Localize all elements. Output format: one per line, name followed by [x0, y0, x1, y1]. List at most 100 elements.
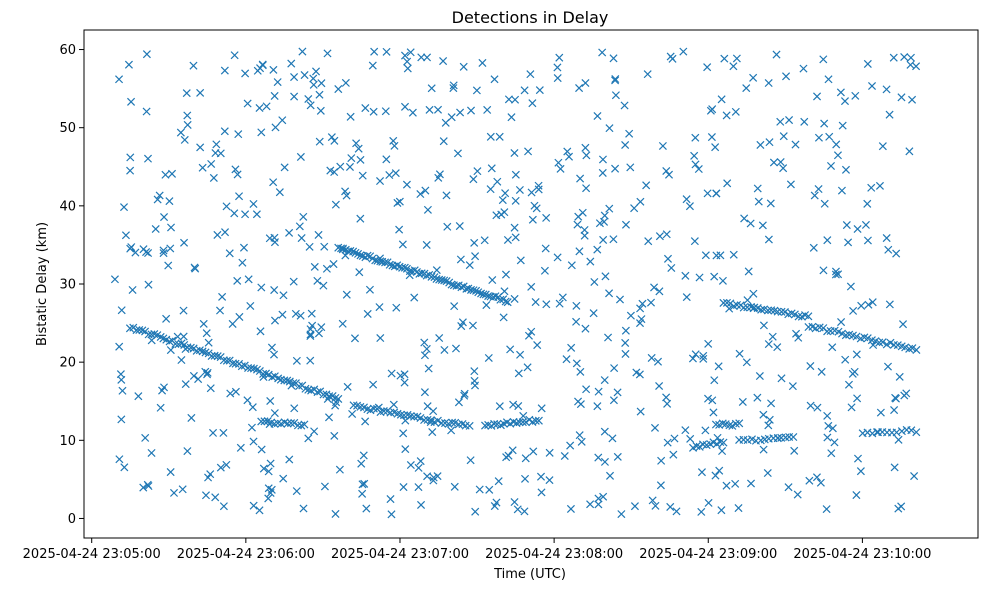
noise-point [134, 392, 143, 401]
noise-point [414, 463, 423, 472]
noise-point [655, 287, 664, 296]
noise-point [403, 64, 412, 73]
noise-point [316, 106, 325, 115]
noise-point [236, 443, 245, 452]
noise-point [609, 54, 618, 63]
noise-point [350, 334, 359, 343]
noise-point [744, 267, 753, 276]
noise-point [118, 386, 127, 395]
noise-point [524, 147, 533, 156]
track-point [213, 352, 222, 361]
y-tick-label: 20 [59, 356, 76, 371]
track-point [437, 419, 446, 428]
noise-point [376, 176, 385, 186]
noise-point [765, 138, 774, 147]
noise-point [608, 434, 617, 443]
noise-point [516, 350, 525, 359]
noise-point [425, 105, 434, 114]
noise-point [759, 321, 768, 330]
noise-point [486, 185, 495, 194]
noise-point [265, 420, 274, 429]
noise-point [456, 108, 465, 117]
noise-point [421, 186, 430, 195]
noise-point [853, 394, 862, 403]
track-point [260, 417, 269, 426]
noise-point [556, 164, 565, 173]
noise-point [514, 402, 523, 411]
noise-point [473, 167, 482, 176]
track-point [852, 332, 861, 341]
track-point [481, 421, 490, 430]
noise-point [142, 248, 151, 257]
track-point [897, 427, 906, 436]
noise-point [810, 191, 819, 200]
noise-point [403, 57, 412, 66]
noise-point [891, 394, 901, 403]
noise-point [708, 396, 717, 405]
noise-point [471, 252, 480, 261]
noise-point [817, 367, 826, 376]
noise-point [443, 222, 452, 231]
noise-point [465, 261, 474, 270]
noise-point [605, 204, 614, 213]
noise-point [249, 501, 258, 510]
noise-point [153, 195, 162, 204]
noise-point [408, 108, 417, 117]
noise-point [417, 53, 426, 62]
noise-point [519, 411, 528, 420]
noise-point [480, 236, 489, 245]
noise-point [330, 136, 339, 145]
noise-point [581, 143, 590, 152]
noise-point [857, 301, 866, 310]
noise-point [768, 332, 777, 341]
noise-point [598, 48, 607, 57]
track-point [237, 362, 246, 371]
noise-point [600, 217, 609, 226]
noise-point [314, 329, 323, 338]
noise-point [655, 381, 664, 391]
track-point [369, 404, 378, 413]
noise-point [784, 483, 793, 492]
track-point [804, 312, 813, 321]
noise-point [516, 256, 525, 265]
noise-point [875, 181, 884, 190]
noise-point [391, 169, 400, 178]
noise-point [531, 298, 540, 307]
track-point [381, 258, 390, 267]
noise-point [572, 359, 581, 368]
noise-point [814, 133, 823, 142]
noise-point [895, 372, 904, 381]
noise-point [542, 300, 551, 309]
track-point [393, 261, 402, 270]
noise-point [537, 488, 546, 497]
noise-point [238, 258, 247, 267]
track-point [912, 345, 921, 354]
noise-point [706, 106, 715, 115]
noise-point [853, 454, 863, 463]
noise-point [764, 79, 773, 88]
noise-point [429, 476, 438, 485]
noise-point [593, 111, 602, 121]
noise-point [143, 154, 153, 163]
noise-point [897, 93, 906, 102]
noise-point [499, 313, 508, 322]
noise-point [357, 459, 366, 468]
noise-point [533, 341, 542, 350]
noise-point [369, 380, 378, 389]
noise-point [222, 202, 231, 211]
noise-point [126, 166, 135, 175]
noise-point [257, 445, 266, 454]
noise-point [621, 220, 631, 229]
noise-point [655, 232, 664, 241]
noise-point [241, 69, 250, 78]
noise-point [306, 331, 315, 341]
noise-point [382, 47, 391, 56]
noise-point [809, 243, 818, 252]
noise-point [428, 428, 437, 437]
noise-point [347, 154, 356, 163]
noise-point [306, 356, 315, 365]
noise-point [575, 247, 584, 256]
noise-point [331, 509, 340, 518]
noise-point [593, 402, 602, 411]
